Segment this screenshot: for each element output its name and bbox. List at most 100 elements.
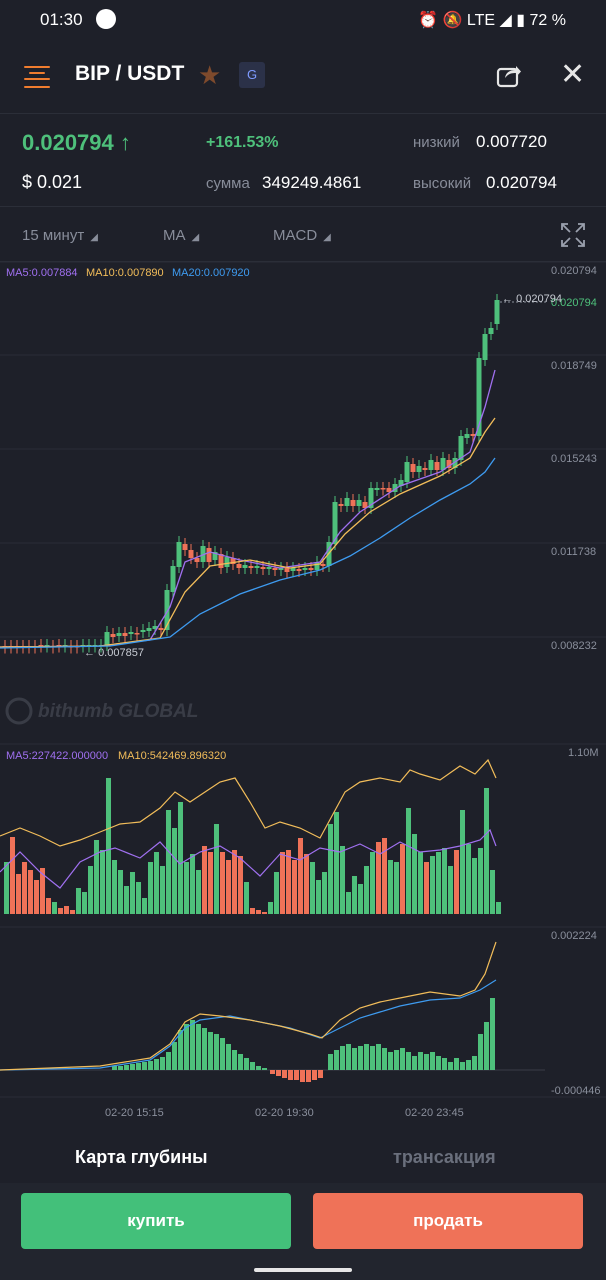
macd-bar xyxy=(364,1044,369,1070)
triangle-down-icon: ◢ xyxy=(323,232,331,243)
macd-lines xyxy=(0,941,497,1071)
network-label: LTE xyxy=(466,12,496,29)
volume-bar xyxy=(136,882,141,914)
candle xyxy=(272,568,278,570)
buy-button[interactable]: купить xyxy=(21,1193,291,1249)
volume-bar xyxy=(106,778,111,914)
macd-bar xyxy=(448,1062,453,1070)
candle xyxy=(380,488,386,490)
candle xyxy=(410,464,416,472)
kline-chart[interactable]: MA5:0.007884 MA10:0.007890 MA20:0.007920… xyxy=(0,262,606,1122)
candles xyxy=(2,294,500,654)
pair-title[interactable]: BIP / USDT xyxy=(75,62,185,85)
volume-bar xyxy=(16,874,21,914)
candle xyxy=(374,488,380,490)
candle xyxy=(158,628,164,630)
volume-bar xyxy=(376,842,381,914)
candle xyxy=(452,458,458,468)
volume-bar xyxy=(244,882,249,914)
macd-bar xyxy=(418,1052,423,1070)
volume-bar xyxy=(220,852,225,914)
volume-bar xyxy=(334,812,339,914)
battery-label: 72 % xyxy=(529,12,566,29)
macd-bar xyxy=(214,1034,219,1070)
home-indicator[interactable] xyxy=(254,1268,352,1272)
volume-ma-lines xyxy=(0,758,497,889)
macd-bar xyxy=(306,1070,311,1082)
macd-bar xyxy=(220,1038,225,1070)
candle xyxy=(254,566,260,568)
candle xyxy=(308,568,314,570)
macd-bar xyxy=(382,1048,387,1070)
candle xyxy=(278,568,284,570)
price-axis-label: 0.020794 xyxy=(551,265,597,277)
menu-icon[interactable] xyxy=(24,66,50,88)
macd-dif-line xyxy=(0,941,497,1071)
share-icon[interactable] xyxy=(496,62,522,88)
candle xyxy=(170,566,176,592)
volume-bar xyxy=(202,846,207,914)
candle xyxy=(152,626,158,629)
volume-bar xyxy=(484,788,489,914)
last-price-value: 0.020794 xyxy=(22,130,114,155)
volume-bar xyxy=(292,860,297,914)
time-axis-label: 02-20 19:30 xyxy=(255,1107,314,1119)
candle xyxy=(110,634,116,637)
candle xyxy=(302,568,308,570)
macd-bar xyxy=(288,1070,293,1080)
macd-bar xyxy=(112,1066,117,1070)
candle xyxy=(176,542,182,567)
close-icon[interactable]: ✕ xyxy=(560,58,586,91)
candle xyxy=(224,557,230,567)
candle xyxy=(446,460,452,468)
tab-transactions[interactable]: трансакция xyxy=(393,1147,496,1167)
volume-bar xyxy=(496,902,501,914)
notification-dot-icon xyxy=(96,9,116,29)
fullscreen-icon[interactable] xyxy=(560,222,586,248)
tab-depth-chart[interactable]: Карта глубины xyxy=(75,1147,208,1167)
volume-bar xyxy=(52,902,57,914)
macd-bar xyxy=(424,1054,429,1070)
macd-axis-min: -0.000446 xyxy=(551,1085,601,1097)
volume-bar xyxy=(262,912,267,914)
macd-bar xyxy=(232,1050,237,1070)
usd-price: $ 0.021 xyxy=(22,172,83,192)
macd-bar xyxy=(262,1068,267,1070)
macd-histogram xyxy=(112,998,495,1082)
volume-bar xyxy=(460,810,465,914)
interval-select[interactable]: 15 минут ◢ xyxy=(22,227,98,244)
candle xyxy=(488,328,494,334)
macd-bar xyxy=(328,1054,333,1070)
volume-bar xyxy=(166,810,171,914)
candle xyxy=(434,462,440,470)
high-label: высокий xyxy=(413,175,472,192)
time-axis-label: 02-20 23:45 xyxy=(405,1107,464,1119)
macd-bar xyxy=(300,1070,305,1082)
low-label: низкий xyxy=(413,134,460,151)
candle xyxy=(314,562,320,570)
last-price-tag: 0.020794 xyxy=(551,297,597,309)
macd-bar xyxy=(270,1070,275,1074)
macd-bar xyxy=(388,1052,393,1070)
favorite-star-icon[interactable]: ★ xyxy=(198,60,222,90)
sell-button[interactable]: продать xyxy=(313,1193,583,1249)
candle xyxy=(368,488,374,508)
candle xyxy=(440,458,446,470)
volume-bar xyxy=(64,906,69,914)
volume-bar xyxy=(124,886,129,914)
signal-icon: ◢ xyxy=(499,12,512,29)
macd-bar xyxy=(154,1059,159,1070)
main-indicator-select[interactable]: MA ◢ xyxy=(163,227,199,244)
volume-bar xyxy=(436,852,441,914)
volume-bar xyxy=(406,808,411,914)
time-axis-label: 02-20 15:15 xyxy=(105,1107,164,1119)
triangle-down-icon: ◢ xyxy=(90,232,98,243)
macd-bar xyxy=(370,1046,375,1070)
header-divider xyxy=(0,113,606,114)
sub-indicator-select[interactable]: MACD ◢ xyxy=(273,227,331,244)
candle xyxy=(38,645,44,647)
macd-bar xyxy=(490,998,495,1070)
volume-bar xyxy=(256,910,261,914)
volume-bar xyxy=(82,892,87,914)
candle xyxy=(338,504,344,506)
